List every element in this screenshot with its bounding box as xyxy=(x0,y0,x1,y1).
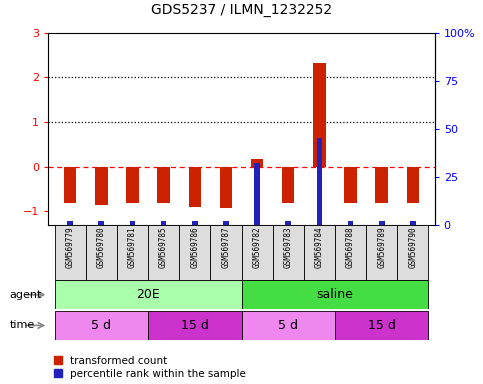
Text: GSM569790: GSM569790 xyxy=(409,226,417,268)
Bar xyxy=(410,221,416,225)
Bar xyxy=(161,221,167,225)
FancyBboxPatch shape xyxy=(117,225,148,280)
FancyBboxPatch shape xyxy=(304,225,335,280)
Bar xyxy=(148,311,242,340)
Text: GSM569782: GSM569782 xyxy=(253,226,262,268)
FancyBboxPatch shape xyxy=(210,225,242,280)
Text: GSM569789: GSM569789 xyxy=(377,226,386,268)
Bar xyxy=(220,167,232,208)
Text: GSM569781: GSM569781 xyxy=(128,226,137,268)
Legend: transformed count, percentile rank within the sample: transformed count, percentile rank withi… xyxy=(54,356,246,379)
Bar xyxy=(335,311,428,340)
Bar xyxy=(55,311,148,340)
Bar xyxy=(188,167,201,207)
Bar xyxy=(285,221,291,225)
Text: GSM569785: GSM569785 xyxy=(159,226,168,268)
Text: 5 d: 5 d xyxy=(278,319,298,332)
Text: GDS5237 / ILMN_1232252: GDS5237 / ILMN_1232252 xyxy=(151,3,332,17)
FancyBboxPatch shape xyxy=(85,225,117,280)
Bar xyxy=(242,311,335,340)
Text: 20E: 20E xyxy=(136,288,160,301)
Text: 15 d: 15 d xyxy=(181,319,209,332)
FancyBboxPatch shape xyxy=(148,225,179,280)
FancyBboxPatch shape xyxy=(242,225,273,280)
FancyBboxPatch shape xyxy=(273,225,304,280)
Bar xyxy=(375,167,388,203)
Bar xyxy=(157,167,170,203)
Text: GSM569788: GSM569788 xyxy=(346,226,355,268)
FancyBboxPatch shape xyxy=(55,225,85,280)
Text: GSM569784: GSM569784 xyxy=(315,226,324,268)
Bar xyxy=(67,221,73,225)
Bar xyxy=(251,159,263,167)
Bar xyxy=(64,167,76,203)
Bar xyxy=(316,138,322,225)
Bar xyxy=(344,167,357,203)
Bar xyxy=(99,221,104,225)
Text: GSM569780: GSM569780 xyxy=(97,226,106,268)
Text: 5 d: 5 d xyxy=(91,319,111,332)
Bar xyxy=(379,221,384,225)
Bar xyxy=(129,221,135,225)
FancyBboxPatch shape xyxy=(366,225,398,280)
Text: saline: saline xyxy=(316,288,354,301)
Bar xyxy=(313,63,326,167)
Bar xyxy=(348,221,354,225)
FancyBboxPatch shape xyxy=(179,225,210,280)
Bar xyxy=(192,221,198,225)
Bar xyxy=(407,167,419,203)
Bar xyxy=(95,167,108,205)
Text: GSM569787: GSM569787 xyxy=(221,226,230,268)
Text: 15 d: 15 d xyxy=(368,319,396,332)
FancyBboxPatch shape xyxy=(335,225,366,280)
Bar xyxy=(126,167,139,203)
Bar xyxy=(223,221,229,225)
Text: GSM569786: GSM569786 xyxy=(190,226,199,268)
FancyBboxPatch shape xyxy=(398,225,428,280)
Text: GSM569783: GSM569783 xyxy=(284,226,293,268)
Text: GSM569779: GSM569779 xyxy=(66,226,74,268)
Bar xyxy=(242,280,428,309)
Text: time: time xyxy=(10,320,35,331)
Bar xyxy=(254,163,260,225)
Bar xyxy=(282,167,295,203)
Text: agent: agent xyxy=(10,290,42,300)
Bar xyxy=(55,280,242,309)
